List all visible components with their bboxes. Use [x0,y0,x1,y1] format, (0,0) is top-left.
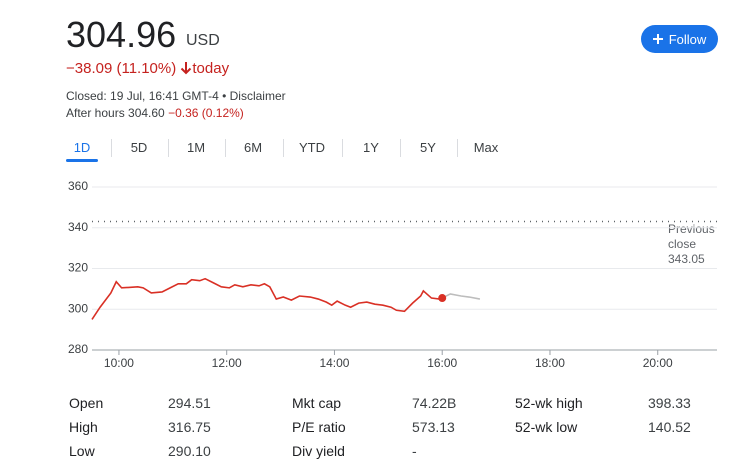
change: −38.09 (11.10%) [66,60,177,77]
follow-label: Follow [668,31,707,47]
range-tab[interactable]: Max [473,140,499,155]
range-tab[interactable]: 5D [130,140,148,155]
follow-button[interactable]: Follow [641,25,718,53]
tab-underline [66,159,98,162]
change-row: −38.09 (11.10%) today [66,60,229,77]
range-tab[interactable]: 1D [73,140,91,155]
plus-icon [652,34,663,44]
range-tab[interactable]: 1Y [363,140,379,155]
price: 304.96 [66,14,177,55]
tab-separator [457,139,458,157]
stat-value: 74.22B [412,395,457,411]
tab-separator [167,139,169,157]
stat-value: - [412,443,417,459]
tab-separator [399,139,401,157]
stat-label: Mkt cap [292,395,342,411]
y-tick-label: 280 [68,342,88,356]
stat-label: 52-wk high [515,395,583,411]
chart: 280 300 320 340 360 10:00 12:00 14:00 16:00 18:00… [68,179,717,370]
x-tick-label: 10:00 [104,356,134,370]
after-hours-row: After hours 304.60 −0.36 (0.12%) [66,106,244,120]
y-tick-label: 320 [68,261,88,275]
reference-text: Previous close [668,222,715,251]
after-hours: After hours 304.60 [66,106,165,120]
x-tick-label: 20:00 [643,356,673,370]
x-tick-label: 14:00 [319,356,349,370]
range-tab[interactable]: 6M [243,140,263,155]
period: today [192,60,230,77]
y-tick-label: 340 [68,220,88,234]
stat-value: 398.33 [648,395,691,411]
y-tick-label: 360 [68,179,88,193]
price-line [441,293,481,300]
stat-label: Low [69,443,95,459]
down-arrow [181,62,192,75]
stat-label: 52-wk low [515,419,578,435]
x-tick-label: 18:00 [535,356,565,370]
after-hours-change: −0.36 (0.12%) [168,106,244,120]
price-line [91,277,443,320]
stat-label: P/E ratio [292,419,346,435]
stat-label: Div yield [292,443,345,459]
range-tab[interactable]: 1M [186,140,206,155]
stat-value: 294.51 [168,395,211,411]
stat-value: 290.10 [168,443,211,459]
x-tick-label: 16:00 [427,356,457,370]
tab-separator [110,139,112,157]
reference-label: Previous close 343.05 [668,222,728,267]
stat-value: 316.75 [168,419,211,435]
y-tick-label: 300 [68,301,88,315]
status: Closed: 19 Jul, 16:41 GMT-4 • Disclaimer [66,89,286,103]
stat-label: Open [69,395,104,411]
tab-separator [282,139,284,157]
stat-value: 140.52 [648,419,691,435]
range-tab[interactable]: 5Y [420,140,436,155]
stat-value: 573.13 [412,419,455,435]
range-tab[interactable]: YTD [299,140,325,155]
last-price-dot [438,294,447,303]
reference-value: 343.05 [668,252,705,266]
stat-label: High [69,419,98,435]
x-tick-label: 12:00 [212,356,242,370]
currency: USD [186,32,220,49]
tab-separator [224,139,226,157]
tab-separator [341,139,343,157]
